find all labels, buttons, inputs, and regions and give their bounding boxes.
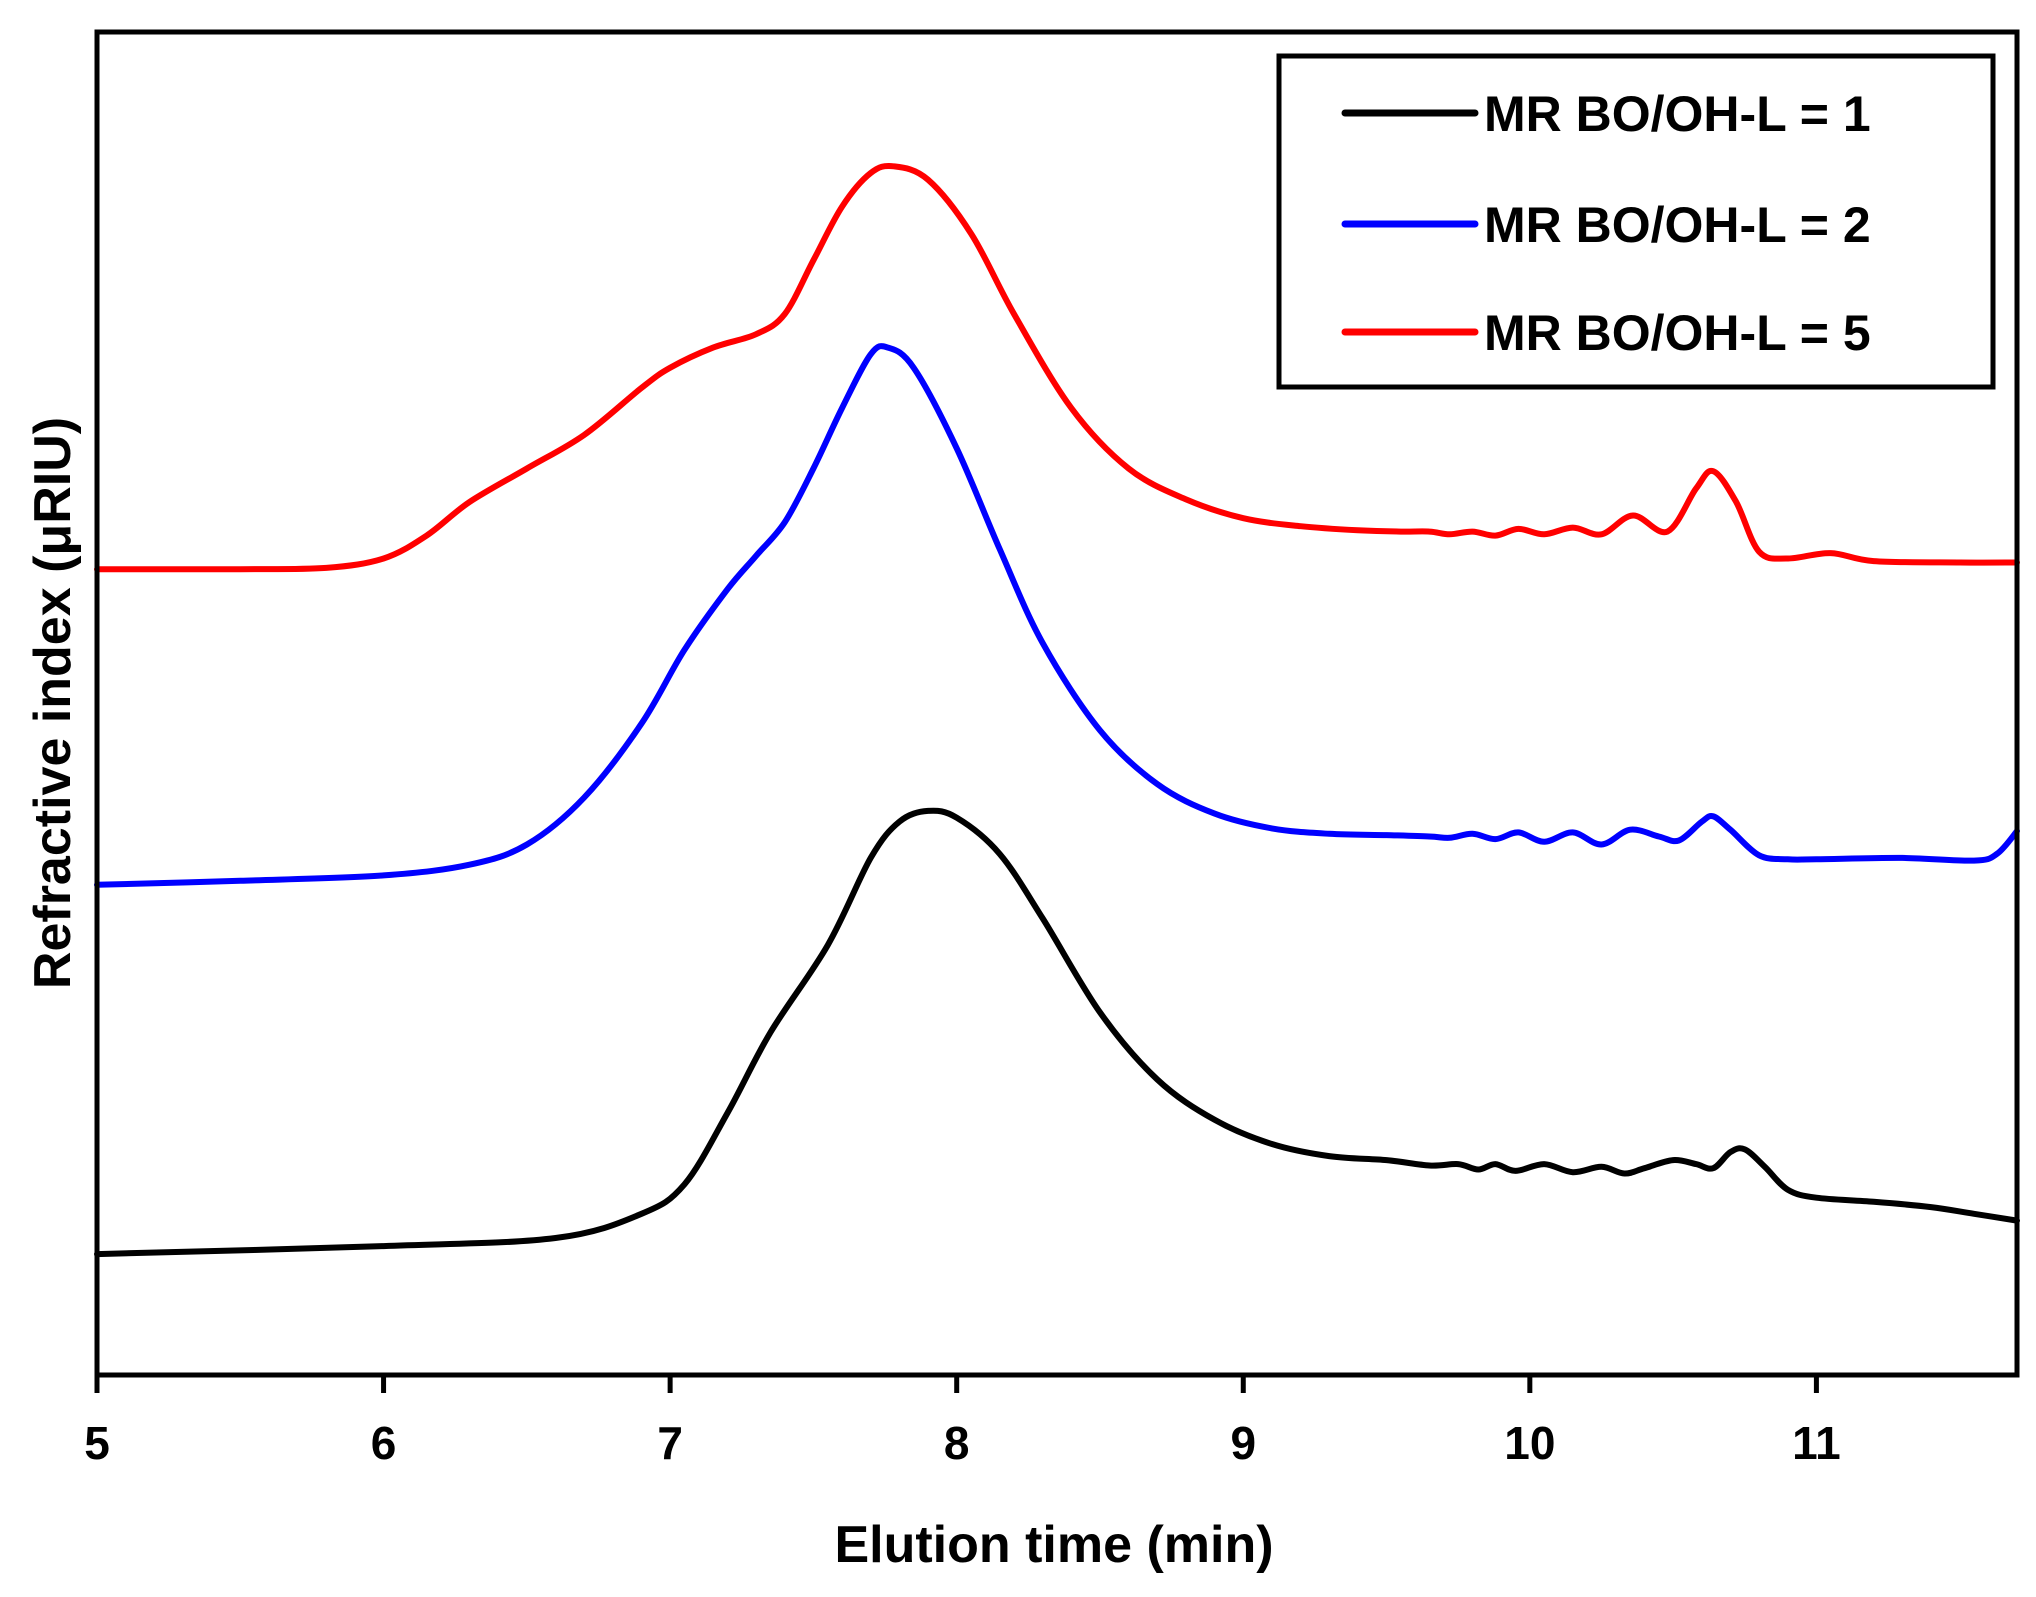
x-axis-ticks bbox=[94, 1375, 1819, 1393]
legend-entries: MR BO/OH-L = 1 MR BO/OH-L = 2 MR BO/OH-L =… bbox=[1341, 86, 1871, 361]
y-axis-title: Refractive index (μRIU) bbox=[24, 417, 82, 989]
legend-label-1: MR BO/OH-L = 1 bbox=[1484, 86, 1871, 142]
x-tick-label: 11 bbox=[1792, 1417, 1841, 1469]
x-tick-label: 9 bbox=[1230, 1417, 1256, 1469]
x-axis-tick-labels: 5 6 7 8 9 10 11 bbox=[84, 1417, 1841, 1469]
x-tick-label: 8 bbox=[944, 1417, 970, 1469]
plot-frame bbox=[94, 29, 2020, 1378]
legend-label-2: MR BO/OH-L = 2 bbox=[1484, 197, 1871, 253]
series-line-2 bbox=[94, 343, 2020, 888]
series-line-1 bbox=[94, 807, 2020, 1258]
x-tick-label: 7 bbox=[657, 1417, 683, 1469]
x-tick-label: 5 bbox=[84, 1417, 110, 1469]
x-tick-label: 6 bbox=[371, 1417, 397, 1469]
series-line-3 bbox=[94, 162, 2020, 573]
series-lines bbox=[94, 162, 2020, 1258]
legend: MR BO/OH-L = 1 MR BO/OH-L = 2 MR BO/OH-L =… bbox=[1276, 53, 1996, 390]
x-tick-label: 10 bbox=[1504, 1417, 1555, 1469]
x-axis-title: Elution time (min) bbox=[834, 1516, 1273, 1574]
legend-label-3: MR BO/OH-L = 5 bbox=[1484, 305, 1871, 361]
